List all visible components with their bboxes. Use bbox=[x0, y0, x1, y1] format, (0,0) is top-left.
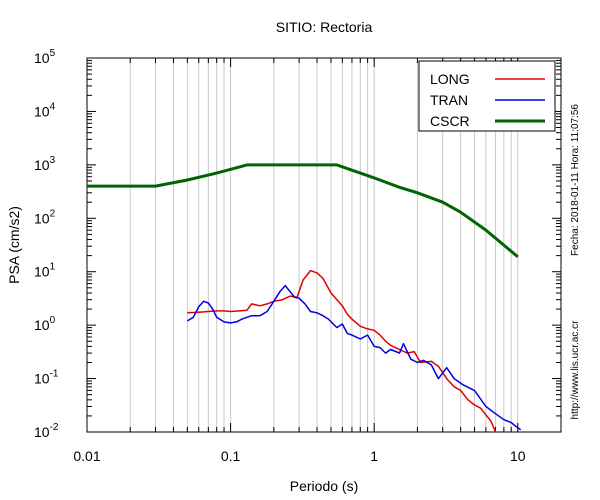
y-tick-label: 102 bbox=[34, 208, 56, 226]
legend-label-tran: TRAN bbox=[430, 92, 468, 108]
x-tick-label: 0.01 bbox=[73, 448, 100, 464]
source-url-text: http://www.lis.ucr.ac.cr bbox=[570, 320, 581, 420]
y-tick-label: 10-2 bbox=[34, 422, 59, 440]
y-tick-label: 103 bbox=[34, 155, 56, 173]
legend-label-long: LONG bbox=[430, 71, 470, 87]
y-tick-label: 101 bbox=[34, 262, 56, 280]
y-tick-label: 100 bbox=[34, 315, 56, 333]
series-line-cscr bbox=[87, 163, 519, 258]
x-tick-label: 0.1 bbox=[221, 448, 241, 464]
legend-label-cscr: CSCR bbox=[430, 113, 470, 129]
x-tick-label: 1 bbox=[370, 448, 378, 464]
y-tick-label: 104 bbox=[34, 101, 56, 119]
y-tick-label: 10-1 bbox=[34, 369, 59, 387]
chart-title: SITIO: Rectoria bbox=[276, 19, 373, 35]
series-line-tran bbox=[187, 284, 522, 431]
grid-lines bbox=[129, 58, 519, 432]
y-tick-label: 105 bbox=[34, 48, 56, 66]
plot-frame bbox=[86, 57, 562, 433]
x-tick-label: 10 bbox=[510, 448, 526, 464]
x-axis-label: Periodo (s) bbox=[290, 478, 358, 494]
y-axis-label: PSA (cm/s2) bbox=[6, 206, 22, 284]
y-ticks: 10-2 10-1 100 101 102 103 104 105 bbox=[34, 48, 561, 440]
series-layer bbox=[87, 163, 522, 433]
series-line-long bbox=[187, 269, 497, 433]
legend-box bbox=[418, 60, 556, 132]
legend: LONG TRAN CSCR bbox=[418, 60, 556, 132]
timestamp-text: Fecha: 2018-01-11 Hora: 11:07:56 bbox=[570, 104, 581, 256]
x-ticks: 0.01 0.1 1 10 bbox=[73, 58, 562, 464]
